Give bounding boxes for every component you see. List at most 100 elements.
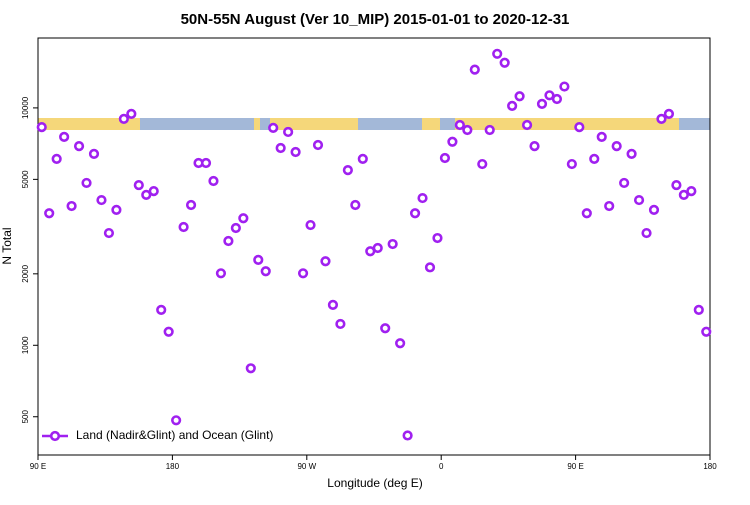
point xyxy=(626,148,637,160)
point xyxy=(88,148,100,160)
y-tick-label: 5000 xyxy=(21,170,30,188)
point xyxy=(350,199,361,211)
point xyxy=(477,158,488,170)
x-tick-label: 90 W xyxy=(297,462,316,471)
point xyxy=(312,139,324,151)
point xyxy=(275,142,286,154)
point xyxy=(156,304,167,315)
point xyxy=(521,119,533,131)
point xyxy=(230,222,241,234)
point xyxy=(141,189,152,201)
point xyxy=(574,122,585,133)
point xyxy=(111,204,122,215)
point xyxy=(327,299,339,310)
point xyxy=(335,318,346,330)
point xyxy=(103,227,115,239)
point xyxy=(492,48,503,59)
x-tick-label: 90 E xyxy=(30,462,46,471)
point xyxy=(200,157,212,169)
y-axis-label: N Total xyxy=(0,227,14,264)
point xyxy=(462,124,473,136)
point xyxy=(51,153,62,164)
point xyxy=(484,124,495,136)
land-band xyxy=(455,118,679,130)
point xyxy=(36,122,47,133)
point xyxy=(73,141,85,152)
y-tick-label: 10000 xyxy=(21,96,30,119)
point xyxy=(185,199,197,211)
point xyxy=(320,256,331,267)
point xyxy=(417,192,428,204)
point xyxy=(432,232,443,244)
point xyxy=(44,208,55,219)
point xyxy=(208,175,219,187)
y-tick-label: 2000 xyxy=(21,264,30,282)
point xyxy=(81,177,92,189)
land-band xyxy=(254,118,260,130)
y-tick-label: 1000 xyxy=(21,336,30,354)
x-tick-label: 180 xyxy=(166,462,180,471)
point xyxy=(641,227,652,239)
point xyxy=(342,164,353,176)
point xyxy=(559,81,570,92)
point xyxy=(589,153,600,164)
point xyxy=(402,430,413,441)
land-band xyxy=(270,118,358,130)
point xyxy=(454,119,465,131)
point xyxy=(395,338,406,349)
land-ocean-band xyxy=(38,118,710,130)
land-band xyxy=(38,118,140,130)
point xyxy=(283,126,294,138)
x-tick-label: 90 E xyxy=(567,462,583,471)
x-tick-label: 0 xyxy=(439,462,444,471)
point xyxy=(424,262,436,273)
land-band xyxy=(422,118,440,130)
point xyxy=(439,152,451,164)
point xyxy=(596,131,607,142)
point xyxy=(178,221,189,233)
point xyxy=(409,208,421,219)
point xyxy=(357,153,368,164)
x-axis-label: Longitude (deg E) xyxy=(327,476,422,490)
point xyxy=(380,323,391,334)
point xyxy=(372,242,383,254)
point xyxy=(245,363,256,374)
point xyxy=(701,326,712,337)
point xyxy=(223,235,234,247)
point xyxy=(656,113,667,124)
point xyxy=(215,268,227,279)
point xyxy=(253,254,264,265)
point xyxy=(633,194,645,206)
point xyxy=(551,93,563,105)
point xyxy=(305,219,316,231)
point xyxy=(693,304,704,315)
point xyxy=(163,326,174,337)
point xyxy=(171,415,182,426)
point xyxy=(514,91,525,102)
point xyxy=(96,194,107,206)
point xyxy=(544,90,555,101)
point xyxy=(678,189,689,201)
plot-frame xyxy=(37,37,711,456)
point xyxy=(499,57,510,68)
point xyxy=(507,100,518,111)
point xyxy=(663,108,675,119)
point xyxy=(133,179,144,191)
point xyxy=(447,136,458,147)
legend-label: Land (Nadir&Glint) and Ocean (Glint) xyxy=(76,428,273,442)
point xyxy=(619,177,630,189)
point xyxy=(126,108,137,119)
point xyxy=(686,186,697,197)
point xyxy=(671,179,682,191)
point xyxy=(566,158,577,170)
legend-marker xyxy=(49,430,61,442)
point xyxy=(297,268,309,279)
point xyxy=(59,131,70,142)
point xyxy=(469,64,480,75)
point xyxy=(648,204,660,215)
point xyxy=(260,266,271,277)
point xyxy=(66,200,77,212)
y-tick-label: 500 xyxy=(21,410,30,424)
point xyxy=(536,98,548,109)
